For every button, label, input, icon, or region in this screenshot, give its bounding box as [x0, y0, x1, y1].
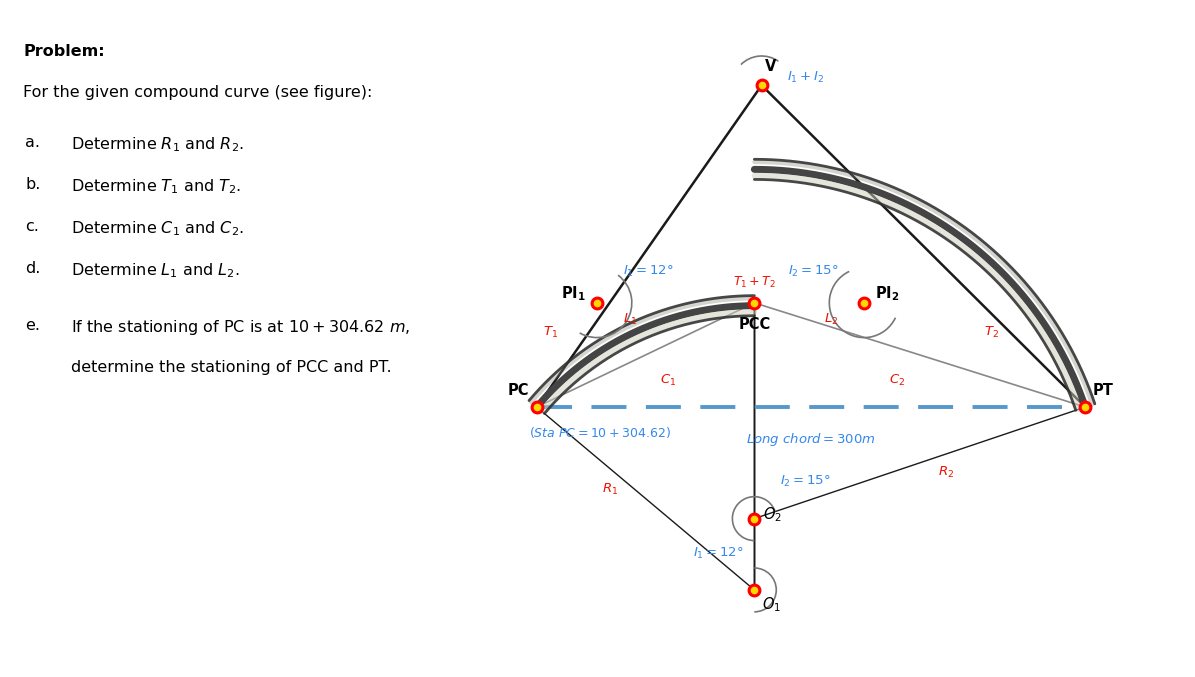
Text: Determine $C_1$ and $C_2$.: Determine $C_1$ and $C_2$. [72, 219, 245, 238]
Text: c.: c. [25, 219, 39, 234]
Text: $O_2$: $O_2$ [764, 506, 783, 524]
Text: PC: PC [508, 383, 529, 398]
Text: $R_2$: $R_2$ [938, 464, 955, 479]
Text: PT: PT [1092, 383, 1114, 398]
Text: $Long\ chord = 300m$: $Long\ chord = 300m$ [746, 431, 876, 448]
Text: $T_1+T_2$: $T_1+T_2$ [733, 275, 776, 290]
Text: determine the stationing of PCC and PT.: determine the stationing of PCC and PT. [72, 360, 392, 375]
Text: $I_1=12°$: $I_1=12°$ [693, 546, 743, 561]
Text: $C_2$: $C_2$ [889, 373, 905, 389]
Text: $I_1+I_2$: $I_1+I_2$ [788, 70, 825, 85]
Text: For the given compound curve (see figure):: For the given compound curve (see figure… [23, 85, 373, 100]
Text: Problem:: Problem: [23, 44, 105, 59]
Text: a.: a. [25, 135, 41, 150]
Text: $L_2$: $L_2$ [825, 312, 839, 327]
Text: $C_1$: $C_1$ [660, 373, 676, 389]
Text: $\bf{PI_2}$: $\bf{PI_2}$ [875, 284, 900, 303]
Text: $I_2=15°$: $I_2=15°$ [788, 264, 838, 279]
Text: V: V [765, 60, 777, 74]
Text: Determine $L_1$ and $L_2$.: Determine $L_1$ and $L_2$. [72, 261, 240, 280]
Text: $(Sta\ PC = 10+304.62)$: $(Sta\ PC = 10+304.62)$ [529, 425, 672, 440]
Text: Determine $T_1$ and $T_2$.: Determine $T_1$ and $T_2$. [72, 177, 241, 196]
Text: If the stationing of PC is at $10 + 304.62$ $m$,: If the stationing of PC is at $10 + 304.… [72, 318, 411, 337]
Text: $T_1$: $T_1$ [543, 325, 558, 341]
Text: $\bf{PI_1}$: $\bf{PI_1}$ [562, 284, 586, 303]
Text: $L_1$: $L_1$ [623, 312, 637, 327]
Text: $I_2=15°$: $I_2=15°$ [780, 475, 831, 489]
Text: $R_1$: $R_1$ [602, 482, 618, 497]
Text: PCC: PCC [739, 318, 771, 332]
Text: b.: b. [25, 177, 41, 192]
Text: $T_2$: $T_2$ [983, 325, 999, 341]
Text: Determine $R_1$ and $R_2$.: Determine $R_1$ and $R_2$. [72, 135, 244, 154]
Text: e.: e. [25, 318, 41, 333]
Text: $I_1=12°$: $I_1=12°$ [623, 264, 674, 279]
Text: $O_1$: $O_1$ [761, 595, 780, 614]
Text: d.: d. [25, 261, 41, 276]
